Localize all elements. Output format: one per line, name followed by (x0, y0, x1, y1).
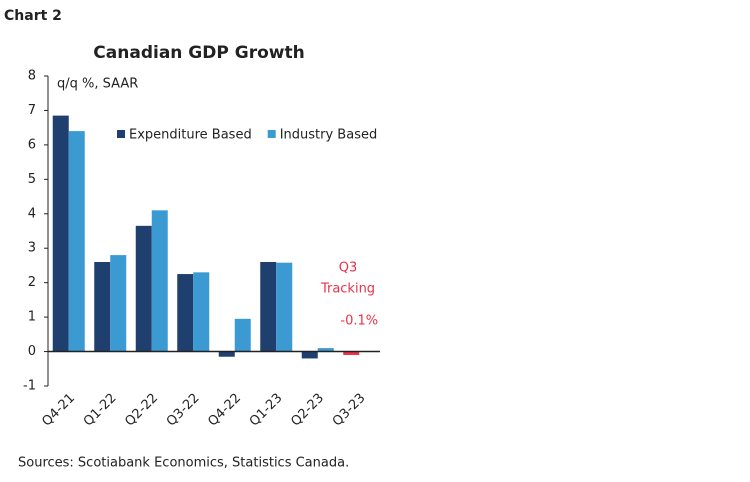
legend-label: Industry Based (280, 128, 378, 143)
x-tick-label: Q4-22 (205, 391, 244, 430)
x-tick-label: Q1-22 (81, 391, 120, 430)
y-axis-label: q/q %, SAAR (57, 77, 138, 92)
x-tick-label: Q2-23 (288, 391, 327, 430)
bar (301, 351, 318, 359)
bar (276, 262, 293, 352)
y-tick-label: -1 (23, 379, 36, 394)
legend-marker (267, 130, 276, 138)
x-tick-label: Q2-22 (122, 391, 161, 430)
bar (94, 262, 111, 352)
y-tick-label: 8 (28, 69, 36, 84)
legend-label: Expenditure Based (129, 128, 252, 143)
x-tick-label: Q3-22 (164, 391, 203, 430)
bar (234, 318, 251, 352)
y-tick-label: 6 (28, 137, 36, 152)
bar (317, 348, 334, 352)
x-tick-label: Q3-23 (330, 391, 369, 430)
y-tick-label: 2 (28, 275, 36, 290)
bar (218, 351, 235, 357)
bar (68, 131, 85, 352)
bar (52, 115, 69, 352)
source: Sources: Scotiabank Economics, Statistic… (18, 456, 349, 471)
x-tick-label: Q4-21 (39, 391, 78, 430)
bar (135, 225, 152, 352)
x-tick-label: Q1-23 (247, 391, 286, 430)
y-tick-label: 1 (28, 310, 36, 325)
bar (260, 262, 277, 352)
y-tick-label: 4 (28, 206, 36, 221)
value-label: -0.1% (340, 314, 378, 329)
legend-marker (117, 130, 125, 138)
annotation: Q3 (339, 261, 358, 276)
annotation: Tracking (320, 282, 375, 297)
y-tick-label: 3 (28, 241, 36, 256)
chart-title: Canadian GDP Growth (93, 43, 304, 63)
bar (343, 351, 360, 355)
y-tick-label: 0 (28, 344, 36, 359)
bar (193, 272, 210, 352)
bar (151, 210, 168, 352)
y-tick-label: 5 (28, 172, 36, 187)
chart-number: Chart 2 (4, 8, 62, 24)
y-tick-label: 7 (28, 103, 36, 118)
bar (177, 274, 194, 352)
bar (110, 255, 127, 352)
